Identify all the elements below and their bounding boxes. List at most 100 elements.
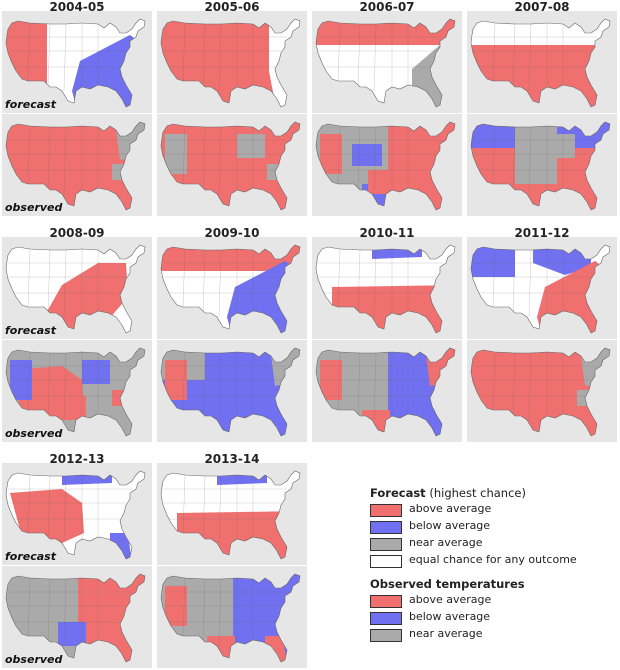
forecast-map-panel: forecast bbox=[2, 11, 152, 113]
region-above bbox=[265, 636, 287, 662]
season-title: 2010-11 bbox=[359, 226, 415, 240]
observed-map bbox=[315, 347, 456, 437]
region-below bbox=[62, 471, 112, 485]
forecast-map-panel: forecast bbox=[2, 463, 152, 565]
forecast-map-panel: forecast bbox=[2, 237, 152, 339]
season-title: 2012-13 bbox=[49, 452, 105, 466]
forecast-row-label: forecast bbox=[5, 324, 56, 337]
region-below bbox=[372, 245, 422, 259]
region-near bbox=[112, 164, 142, 180]
legend-observed-heading: Observed temperatures bbox=[370, 577, 525, 591]
forecast-map bbox=[160, 18, 301, 108]
observed-row-label: observed bbox=[5, 427, 63, 440]
region-near bbox=[579, 348, 610, 386]
legend-swatch bbox=[370, 595, 402, 608]
legend-forecast-item-equal: equal chance for any outcome bbox=[370, 552, 615, 569]
forecast-row-label: forecast bbox=[5, 98, 56, 111]
legend-observed-item-above: above average bbox=[370, 592, 615, 609]
legend-label: near average bbox=[409, 536, 483, 549]
forecast-map bbox=[160, 244, 301, 334]
forecast-map bbox=[5, 470, 146, 560]
season-title: 2013-14 bbox=[204, 452, 260, 466]
legend-swatch bbox=[370, 538, 402, 551]
observed-map-panel: observed bbox=[2, 114, 152, 216]
region-near bbox=[269, 348, 300, 386]
observed-map-panel bbox=[157, 566, 307, 668]
season-title: 2004-05 bbox=[49, 0, 105, 14]
observed-map-panel bbox=[157, 340, 307, 442]
region-near bbox=[114, 122, 145, 160]
region-below bbox=[82, 360, 110, 384]
season-title: 2007-08 bbox=[514, 0, 570, 14]
season-title: 2011-12 bbox=[514, 226, 570, 240]
legend-observed-item-near: near average bbox=[370, 626, 615, 643]
season-title: 2008-09 bbox=[49, 226, 105, 240]
observed-map bbox=[5, 347, 146, 437]
legend-forecast-item-below: below average bbox=[370, 518, 615, 535]
region-equal bbox=[471, 19, 610, 45]
forecast-map bbox=[160, 470, 301, 560]
region-above bbox=[424, 348, 455, 386]
observed-map-panel bbox=[157, 114, 307, 216]
legend-label: below average bbox=[409, 519, 491, 532]
legend-label: below average bbox=[409, 610, 491, 623]
forecast-map-panel bbox=[157, 463, 307, 565]
region-below bbox=[58, 622, 86, 646]
observed-row-label: observed bbox=[5, 653, 63, 666]
legend-swatch bbox=[370, 612, 402, 625]
forecast-map bbox=[470, 244, 611, 334]
observed-map bbox=[5, 121, 146, 211]
season-title: 2005-06 bbox=[204, 0, 260, 14]
legend-swatch bbox=[370, 555, 402, 568]
forecast-map bbox=[470, 18, 611, 108]
legend-label: above average bbox=[409, 502, 492, 515]
legend-swatch bbox=[370, 521, 402, 534]
region-below bbox=[471, 245, 515, 277]
observed-row-label: observed bbox=[5, 201, 63, 214]
region-below bbox=[352, 144, 382, 166]
legend-forecast-item-near: near average bbox=[370, 535, 615, 552]
region-above bbox=[368, 170, 396, 194]
observed-map bbox=[315, 121, 456, 211]
region-near bbox=[237, 134, 265, 158]
observed-map-panel: observed bbox=[2, 340, 152, 442]
legend-forecast-item-above: above average bbox=[370, 501, 615, 518]
observed-map bbox=[160, 573, 301, 663]
forecast-map-panel bbox=[467, 11, 617, 113]
observed-map-panel: observed bbox=[2, 566, 152, 668]
legend-label: equal chance for any outcome bbox=[409, 553, 577, 566]
forecast-map bbox=[5, 18, 146, 108]
region-above bbox=[10, 489, 84, 543]
region-below bbox=[110, 533, 132, 559]
legend-observed-item-below: below average bbox=[370, 609, 615, 626]
region-near bbox=[547, 134, 575, 158]
observed-map bbox=[160, 121, 301, 211]
observed-map bbox=[470, 121, 611, 211]
legend-label: near average bbox=[409, 627, 483, 640]
legend-label: above average bbox=[409, 593, 492, 606]
forecast-map-panel bbox=[157, 237, 307, 339]
region-above bbox=[316, 19, 455, 45]
observed-map bbox=[160, 347, 301, 437]
observed-map bbox=[5, 573, 146, 663]
forecast-map bbox=[315, 18, 456, 108]
observed-map-panel bbox=[467, 114, 617, 216]
observed-map-panel bbox=[312, 340, 462, 442]
region-equal bbox=[269, 19, 300, 107]
observed-map bbox=[470, 347, 611, 437]
forecast-map bbox=[315, 244, 456, 334]
forecast-map bbox=[5, 244, 146, 334]
legend-swatch bbox=[370, 629, 402, 642]
region-near bbox=[267, 164, 297, 180]
legend: Forecast (highest chance) above average be… bbox=[370, 486, 615, 643]
season-title: 2009-10 bbox=[204, 226, 260, 240]
region-near bbox=[577, 390, 607, 406]
forecast-map-panel bbox=[467, 237, 617, 339]
observed-map-panel bbox=[467, 340, 617, 442]
observed-map-panel bbox=[312, 114, 462, 216]
region-below bbox=[217, 471, 267, 485]
region-above bbox=[112, 390, 142, 406]
forecast-map-panel bbox=[312, 237, 462, 339]
season-title: 2006-07 bbox=[359, 0, 415, 14]
legend-swatch bbox=[370, 504, 402, 517]
